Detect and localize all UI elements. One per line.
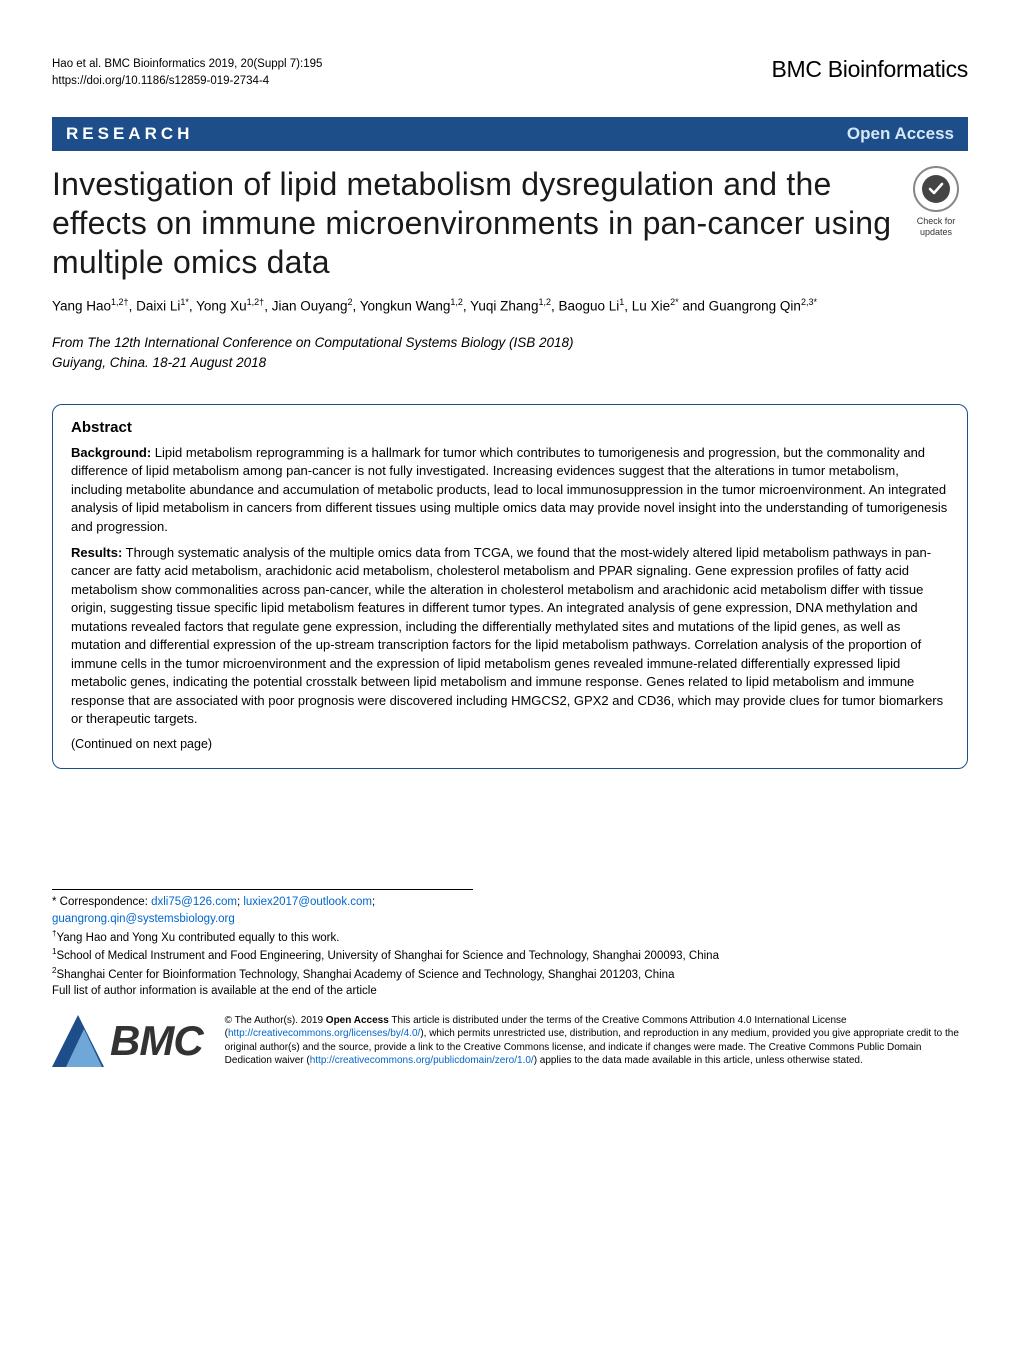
crossmark-badge[interactable]: Check for updates — [904, 165, 968, 238]
crossmark-line1: Check for — [917, 216, 956, 226]
footer-block: * Correspondence: dxli75@126.com; luxiex… — [52, 889, 968, 1068]
bmc-logo-icon — [52, 1015, 104, 1067]
license-text3: ) applies to the data made available in … — [534, 1055, 863, 1066]
conference-from: From The 12th International Conference o… — [52, 333, 968, 353]
citation-block: Hao et al. BMC Bioinformatics 2019, 20(S… — [52, 56, 322, 89]
abstract-heading: Abstract — [71, 419, 949, 436]
affiliation-1: 1School of Medical Instrument and Food E… — [52, 946, 968, 965]
open-access-label: Open Access — [847, 124, 954, 144]
bmc-logo: BMC — [52, 1015, 203, 1067]
corr-email-3[interactable]: guangrong.qin@systemsbiology.org — [52, 913, 235, 925]
crossmark-icon — [912, 165, 960, 213]
equal-contrib: †Yang Hao and Yong Xu contributed equall… — [52, 928, 968, 947]
journal-logo: BMC Bioinformatics — [771, 56, 968, 83]
page-root: Hao et al. BMC Bioinformatics 2019, 20(S… — [0, 0, 1020, 1092]
cc-by-link[interactable]: http://creativecommons.org/licenses/by/4… — [228, 1028, 420, 1039]
article-type-bar: RESEARCH Open Access — [52, 117, 968, 151]
conference-info: From The 12th International Conference o… — [52, 333, 968, 374]
article-type: RESEARCH — [66, 124, 193, 144]
footer-rule — [52, 889, 473, 890]
results-label: Results: — [71, 545, 122, 560]
correspondence-label: * Correspondence: — [52, 896, 151, 908]
crossmark-line2: updates — [920, 227, 952, 237]
affiliation-2: 2Shanghai Center for Bioinformation Tech… — [52, 965, 968, 984]
license-oa-label: Open Access — [326, 1015, 389, 1026]
conference-location: Guiyang, China. 18-21 August 2018 — [52, 353, 968, 373]
article-title: Investigation of lipid metabolism dysreg… — [52, 165, 892, 282]
corr-email-2[interactable]: luxiex2017@outlook.com — [243, 896, 372, 908]
license-row: BMC © The Author(s). 2019 Open Access Th… — [52, 1014, 968, 1068]
cc0-link[interactable]: http://creativecommons.org/publicdomain/… — [310, 1055, 534, 1066]
license-prefix: © The Author(s). 2019 — [225, 1015, 326, 1026]
abstract-background: Background: Lipid metabolism reprogrammi… — [71, 444, 949, 536]
results-text: Through systematic analysis of the multi… — [71, 545, 943, 726]
background-text: Lipid metabolism reprogramming is a hall… — [71, 445, 947, 534]
license-text: © The Author(s). 2019 Open Access This a… — [225, 1014, 968, 1068]
authors-list: Yang Hao1,2†, Daixi Li1*, Yong Xu1,2†, J… — [52, 296, 968, 317]
abstract-box: Abstract Background: Lipid metabolism re… — [52, 404, 968, 770]
abstract-results: Results: Through systematic analysis of … — [71, 544, 949, 729]
citation-line1: Hao et al. BMC Bioinformatics 2019, 20(S… — [52, 56, 322, 73]
continued-note: (Continued on next page) — [71, 736, 949, 754]
correspondence: * Correspondence: dxli75@126.com; luxiex… — [52, 894, 968, 927]
citation-line2: https://doi.org/10.1186/s12859-019-2734-… — [52, 73, 322, 90]
corr-email-1[interactable]: dxli75@126.com — [151, 896, 237, 908]
bmc-logo-text: BMC — [110, 1017, 203, 1065]
title-row: Investigation of lipid metabolism dysreg… — [52, 165, 968, 282]
full-author-list-note: Full list of author information is avail… — [52, 983, 968, 1000]
background-label: Background: — [71, 445, 151, 460]
header-row: Hao et al. BMC Bioinformatics 2019, 20(S… — [52, 56, 968, 89]
